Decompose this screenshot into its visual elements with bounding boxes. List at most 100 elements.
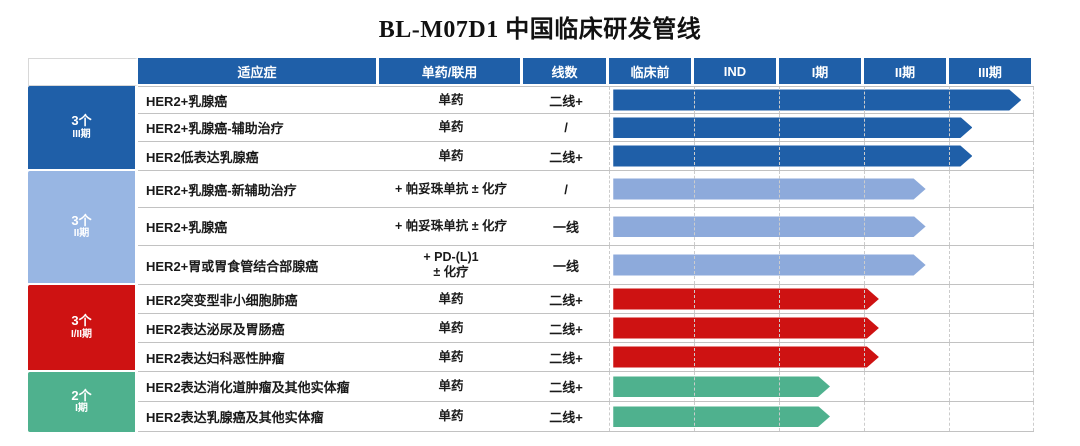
indication-cell: HER2表达妇科恶性肿瘤 bbox=[138, 343, 379, 372]
header-corner-cell bbox=[28, 58, 138, 86]
phase-gridline bbox=[609, 208, 610, 245]
phase-gridline bbox=[609, 343, 610, 371]
indication-cell: HER2+胃或胃食管结合部腺癌 bbox=[138, 246, 379, 285]
indication-cell: HER2+乳腺癌 bbox=[138, 86, 379, 114]
phase-gridline bbox=[609, 402, 610, 431]
line-cell: 二线+ bbox=[523, 142, 609, 171]
phase-gridline bbox=[609, 142, 610, 170]
phase-gridline bbox=[949, 87, 950, 113]
group-count: 2个 bbox=[71, 387, 92, 403]
phase-gridline bbox=[694, 372, 695, 401]
phase-gridline bbox=[949, 246, 950, 284]
pipeline-table: 适应症 单药/联用 线数 临床前 IND I期 II期 III期 3个 III期… bbox=[28, 58, 1034, 432]
phase-gridline bbox=[1033, 246, 1034, 284]
indication-cell: HER2低表达乳腺癌 bbox=[138, 142, 379, 171]
indication-cell: HER2表达消化道肿瘤及其他实体瘤 bbox=[138, 372, 379, 402]
phase-gridline bbox=[864, 402, 865, 431]
phase-gridline bbox=[864, 208, 865, 245]
phase-gridline bbox=[779, 402, 780, 431]
header-indication: 适应症 bbox=[138, 58, 379, 86]
phase-track bbox=[609, 171, 1034, 208]
phase-gridline bbox=[949, 171, 950, 207]
regimen-cell: 单药 bbox=[379, 314, 523, 343]
phase-gridline bbox=[864, 87, 865, 113]
phase-gridline bbox=[694, 87, 695, 113]
pipeline-bar bbox=[613, 318, 879, 339]
phase-gridline bbox=[779, 343, 780, 371]
phase-gridline bbox=[1033, 343, 1034, 371]
indication-cell: HER2+乳腺癌-辅助治疗 bbox=[138, 114, 379, 142]
phase-gridline bbox=[694, 142, 695, 170]
phase-gridline bbox=[1033, 142, 1034, 170]
phase-gridline bbox=[949, 372, 950, 401]
phase-gridline bbox=[779, 114, 780, 141]
phase-gridline bbox=[949, 343, 950, 371]
phase-gridline bbox=[864, 114, 865, 141]
pipeline-bar bbox=[613, 289, 879, 310]
phase-gridline bbox=[609, 285, 610, 313]
header-regimen: 单药/联用 bbox=[379, 58, 523, 86]
line-cell: 一线 bbox=[523, 208, 609, 246]
phase-gridline bbox=[1033, 372, 1034, 401]
line-cell: / bbox=[523, 114, 609, 142]
phase-gridline bbox=[1033, 114, 1034, 141]
indication-cell: HER2表达泌尿及胃肠癌 bbox=[138, 314, 379, 343]
group-count: 3个 bbox=[71, 113, 92, 129]
phase-gridline bbox=[694, 314, 695, 342]
group-stage: I期 bbox=[75, 403, 88, 415]
regimen-cell: 单药 bbox=[379, 86, 523, 114]
phase-track bbox=[609, 314, 1034, 343]
phase-track bbox=[609, 246, 1034, 285]
header-phase-3: III期 bbox=[949, 58, 1034, 86]
phase-gridline bbox=[779, 246, 780, 284]
phase-track bbox=[609, 372, 1034, 402]
header-phase-ind: IND bbox=[694, 58, 779, 86]
group-block-phase2: 3个 II期 bbox=[28, 171, 138, 285]
phase-gridline bbox=[609, 372, 610, 401]
pipeline-bar bbox=[613, 90, 1021, 111]
page-title: BL-M07D1 中国临床研发管线 bbox=[378, 17, 702, 43]
pipeline-bar bbox=[613, 179, 925, 200]
phase-gridline bbox=[949, 114, 950, 141]
phase-gridline bbox=[609, 246, 610, 284]
phase-gridline bbox=[694, 171, 695, 207]
header-phase-preclinical: 临床前 bbox=[609, 58, 694, 86]
line-cell: 二线+ bbox=[523, 343, 609, 372]
line-cell: / bbox=[523, 171, 609, 208]
group-count: 3个 bbox=[71, 313, 92, 329]
phase-gridline bbox=[779, 285, 780, 313]
indication-cell: HER2突变型非小细胞肺癌 bbox=[138, 285, 379, 314]
regimen-cell: + 帕妥珠单抗 ± 化疗 bbox=[379, 208, 523, 246]
phase-gridline bbox=[694, 285, 695, 313]
phase-gridline bbox=[779, 87, 780, 113]
phase-gridline bbox=[864, 171, 865, 207]
indication-cell: HER2+乳腺癌 bbox=[138, 208, 379, 246]
group-block-phase3: 3个 III期 bbox=[28, 86, 138, 171]
group-stage: I/II期 bbox=[70, 328, 93, 340]
phase-gridline bbox=[609, 314, 610, 342]
phase-gridline bbox=[864, 246, 865, 284]
group-count: 3个 bbox=[71, 212, 92, 228]
phase-gridline bbox=[779, 208, 780, 245]
phase-gridline bbox=[779, 142, 780, 170]
phase-gridline bbox=[949, 208, 950, 245]
phase-track bbox=[609, 86, 1034, 114]
phase-gridline bbox=[949, 314, 950, 342]
phase-gridline bbox=[1033, 314, 1034, 342]
pipeline-bar bbox=[613, 406, 830, 427]
line-cell: 二线+ bbox=[523, 314, 609, 343]
phase-gridline bbox=[949, 142, 950, 170]
line-cell: 二线+ bbox=[523, 402, 609, 432]
phase-track bbox=[609, 114, 1034, 142]
phase-gridline bbox=[1033, 402, 1034, 431]
phase-gridline bbox=[694, 402, 695, 431]
phase-track bbox=[609, 343, 1034, 372]
phase-track bbox=[609, 208, 1034, 246]
regimen-cell: 单药 bbox=[379, 285, 523, 314]
line-cell: 一线 bbox=[523, 246, 609, 285]
phase-gridline bbox=[694, 246, 695, 284]
phase-gridline bbox=[864, 343, 865, 371]
phase-track bbox=[609, 142, 1034, 171]
phase-gridline bbox=[779, 372, 780, 401]
